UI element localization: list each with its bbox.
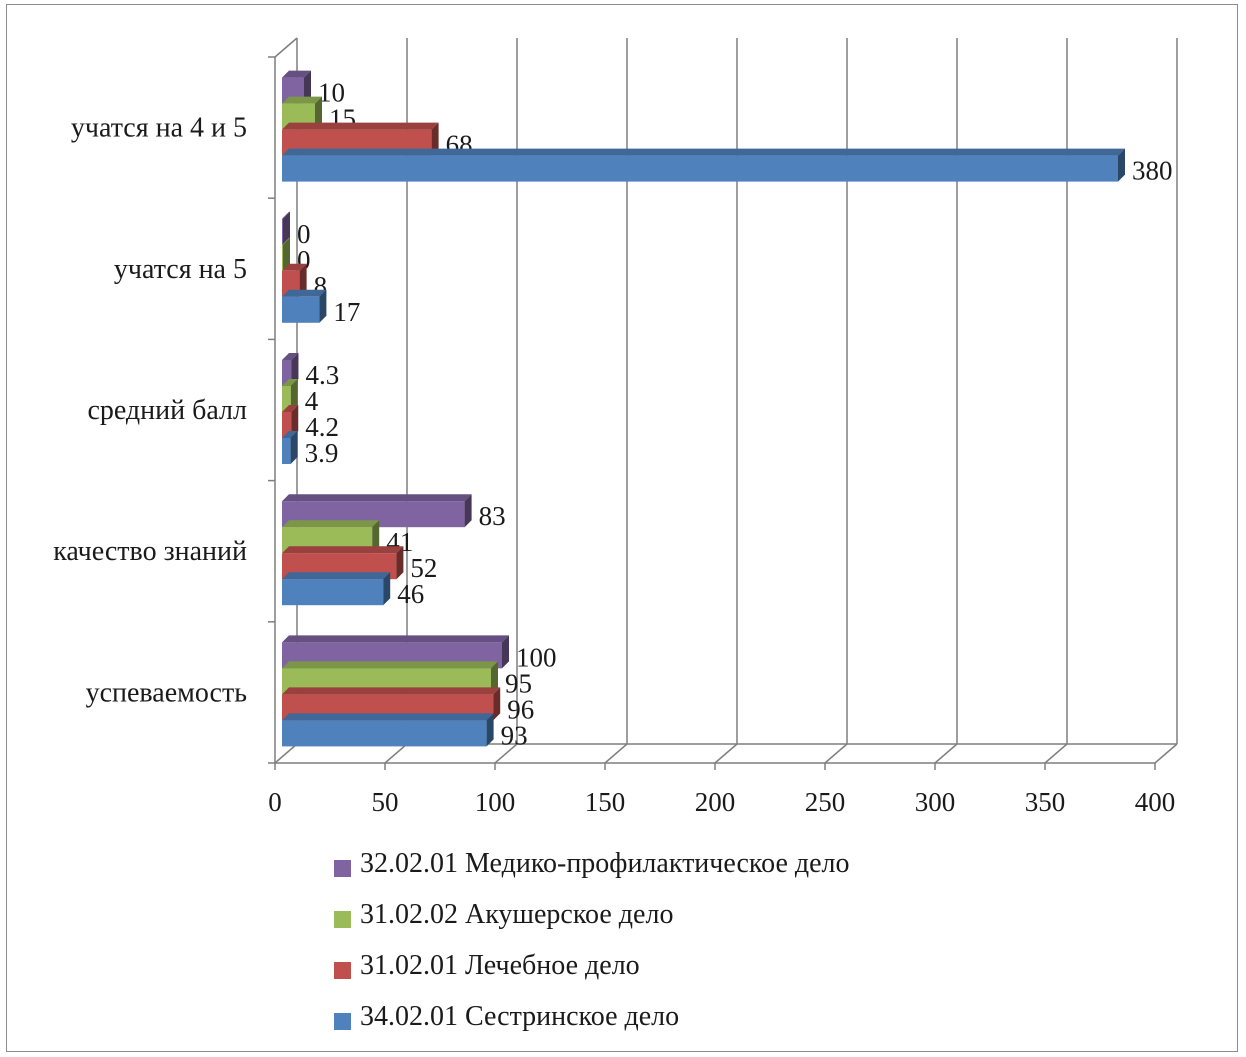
floor-gridline [384, 743, 408, 764]
bar-top-face [282, 289, 327, 297]
bar-top-face [282, 122, 439, 130]
x-tick-label: 50 [372, 787, 399, 817]
bar-top-face [282, 520, 380, 528]
wall-top-edge [274, 37, 298, 58]
bar-top-face [282, 353, 299, 360]
bar-top-face [282, 70, 311, 78]
bar-top-face [282, 572, 391, 580]
floor-gridline [714, 743, 738, 764]
bar-top-face [282, 405, 299, 412]
data-label: 52 [410, 553, 437, 583]
legend-label: 34.02.01 Сестринское дело [360, 1001, 680, 1032]
bar-top-face [282, 237, 290, 245]
data-label: 4.2 [305, 412, 339, 442]
bar-top-face [282, 379, 298, 386]
bar-end-face [396, 546, 404, 580]
bar-end-face [431, 122, 439, 156]
x-tick-label: 350 [1025, 787, 1066, 817]
bar-top-face [282, 211, 290, 219]
bar-end-face [283, 237, 290, 271]
bar [282, 412, 292, 438]
data-label: 95 [505, 668, 532, 698]
category-label: учатся на 5 [114, 254, 247, 285]
floor-gridline [824, 743, 848, 764]
bar-top-face [282, 635, 509, 643]
bar [282, 360, 292, 386]
data-label: 10 [318, 78, 345, 108]
data-label: 46 [397, 579, 424, 609]
legend-swatch [334, 1013, 351, 1030]
data-label: 4 [305, 386, 319, 416]
bar-end-face [283, 211, 290, 245]
bar-end-face [372, 520, 380, 554]
bar [282, 155, 1118, 182]
data-label: 3.9 [305, 438, 339, 468]
chart-frame [6, 4, 1238, 1052]
x-tick-label: 300 [915, 787, 956, 817]
x-tick-label: 100 [475, 787, 516, 817]
bar-end-face [291, 405, 299, 438]
category-label: учатся на 4 и 5 [71, 113, 247, 144]
category-label: средний балл [87, 395, 247, 426]
bar [282, 386, 291, 412]
bar-top-face [282, 661, 498, 669]
data-label: 0 [297, 219, 311, 249]
bar-end-face [290, 379, 298, 412]
bar [282, 218, 283, 245]
legend-label: 32.02.01 Медико-профилактическое дело [360, 848, 850, 879]
legend-swatch [334, 911, 351, 928]
legend-swatch [334, 860, 351, 877]
bar-top-face [282, 687, 501, 695]
bar-end-face [486, 713, 494, 747]
x-tick-label: 400 [1135, 787, 1176, 817]
floor-gridline [934, 743, 958, 764]
bar-end-face [464, 494, 472, 528]
legend-label: 31.02.02 Акушерское дело [360, 899, 674, 930]
bar-end-face [315, 96, 322, 130]
bar-end-face [491, 661, 498, 695]
bar-end-face [502, 635, 509, 669]
bar [282, 720, 487, 747]
x-tick-label: 200 [695, 787, 736, 817]
bar-top-face [282, 494, 472, 502]
bar [282, 296, 320, 323]
data-label: 4.3 [305, 360, 339, 390]
bar-top-face [282, 546, 404, 554]
bar-top-face [282, 713, 494, 721]
x-tick-label: 150 [585, 787, 626, 817]
bar-end-face [493, 687, 501, 721]
bar-end-face [304, 70, 311, 104]
data-label: 96 [507, 694, 534, 724]
bar-end-face [383, 572, 391, 606]
bar-top-face [282, 96, 322, 104]
floor-gridline [604, 743, 628, 764]
bar [282, 438, 291, 464]
category-label: качество знаний [53, 536, 247, 567]
wall-bottom-edge [274, 743, 298, 764]
legend-swatch [334, 962, 351, 979]
bar-end-face [1118, 148, 1125, 182]
bar-top-face [282, 263, 307, 271]
floor-gridline [1154, 743, 1178, 764]
data-label: 83 [479, 501, 506, 531]
category-label: успеваемость [86, 677, 247, 708]
floor-gridline [494, 743, 518, 764]
bar-top-face [282, 148, 1125, 156]
bar [282, 244, 283, 271]
data-label: 17 [333, 297, 360, 327]
legend-label: 31.02.01 Лечебное дело [360, 950, 640, 981]
data-label: 100 [516, 642, 557, 672]
x-tick-label: 0 [268, 787, 282, 817]
bar-end-face [319, 289, 327, 323]
bar-end-face [290, 431, 298, 464]
bar-top-face [282, 431, 298, 438]
data-label: 93 [501, 720, 528, 750]
bar-end-face [291, 353, 299, 386]
x-tick-label: 250 [805, 787, 846, 817]
data-label: 380 [1132, 156, 1173, 186]
bar [282, 579, 384, 606]
bar-end-face [299, 263, 307, 297]
floor-gridline [1044, 743, 1068, 764]
